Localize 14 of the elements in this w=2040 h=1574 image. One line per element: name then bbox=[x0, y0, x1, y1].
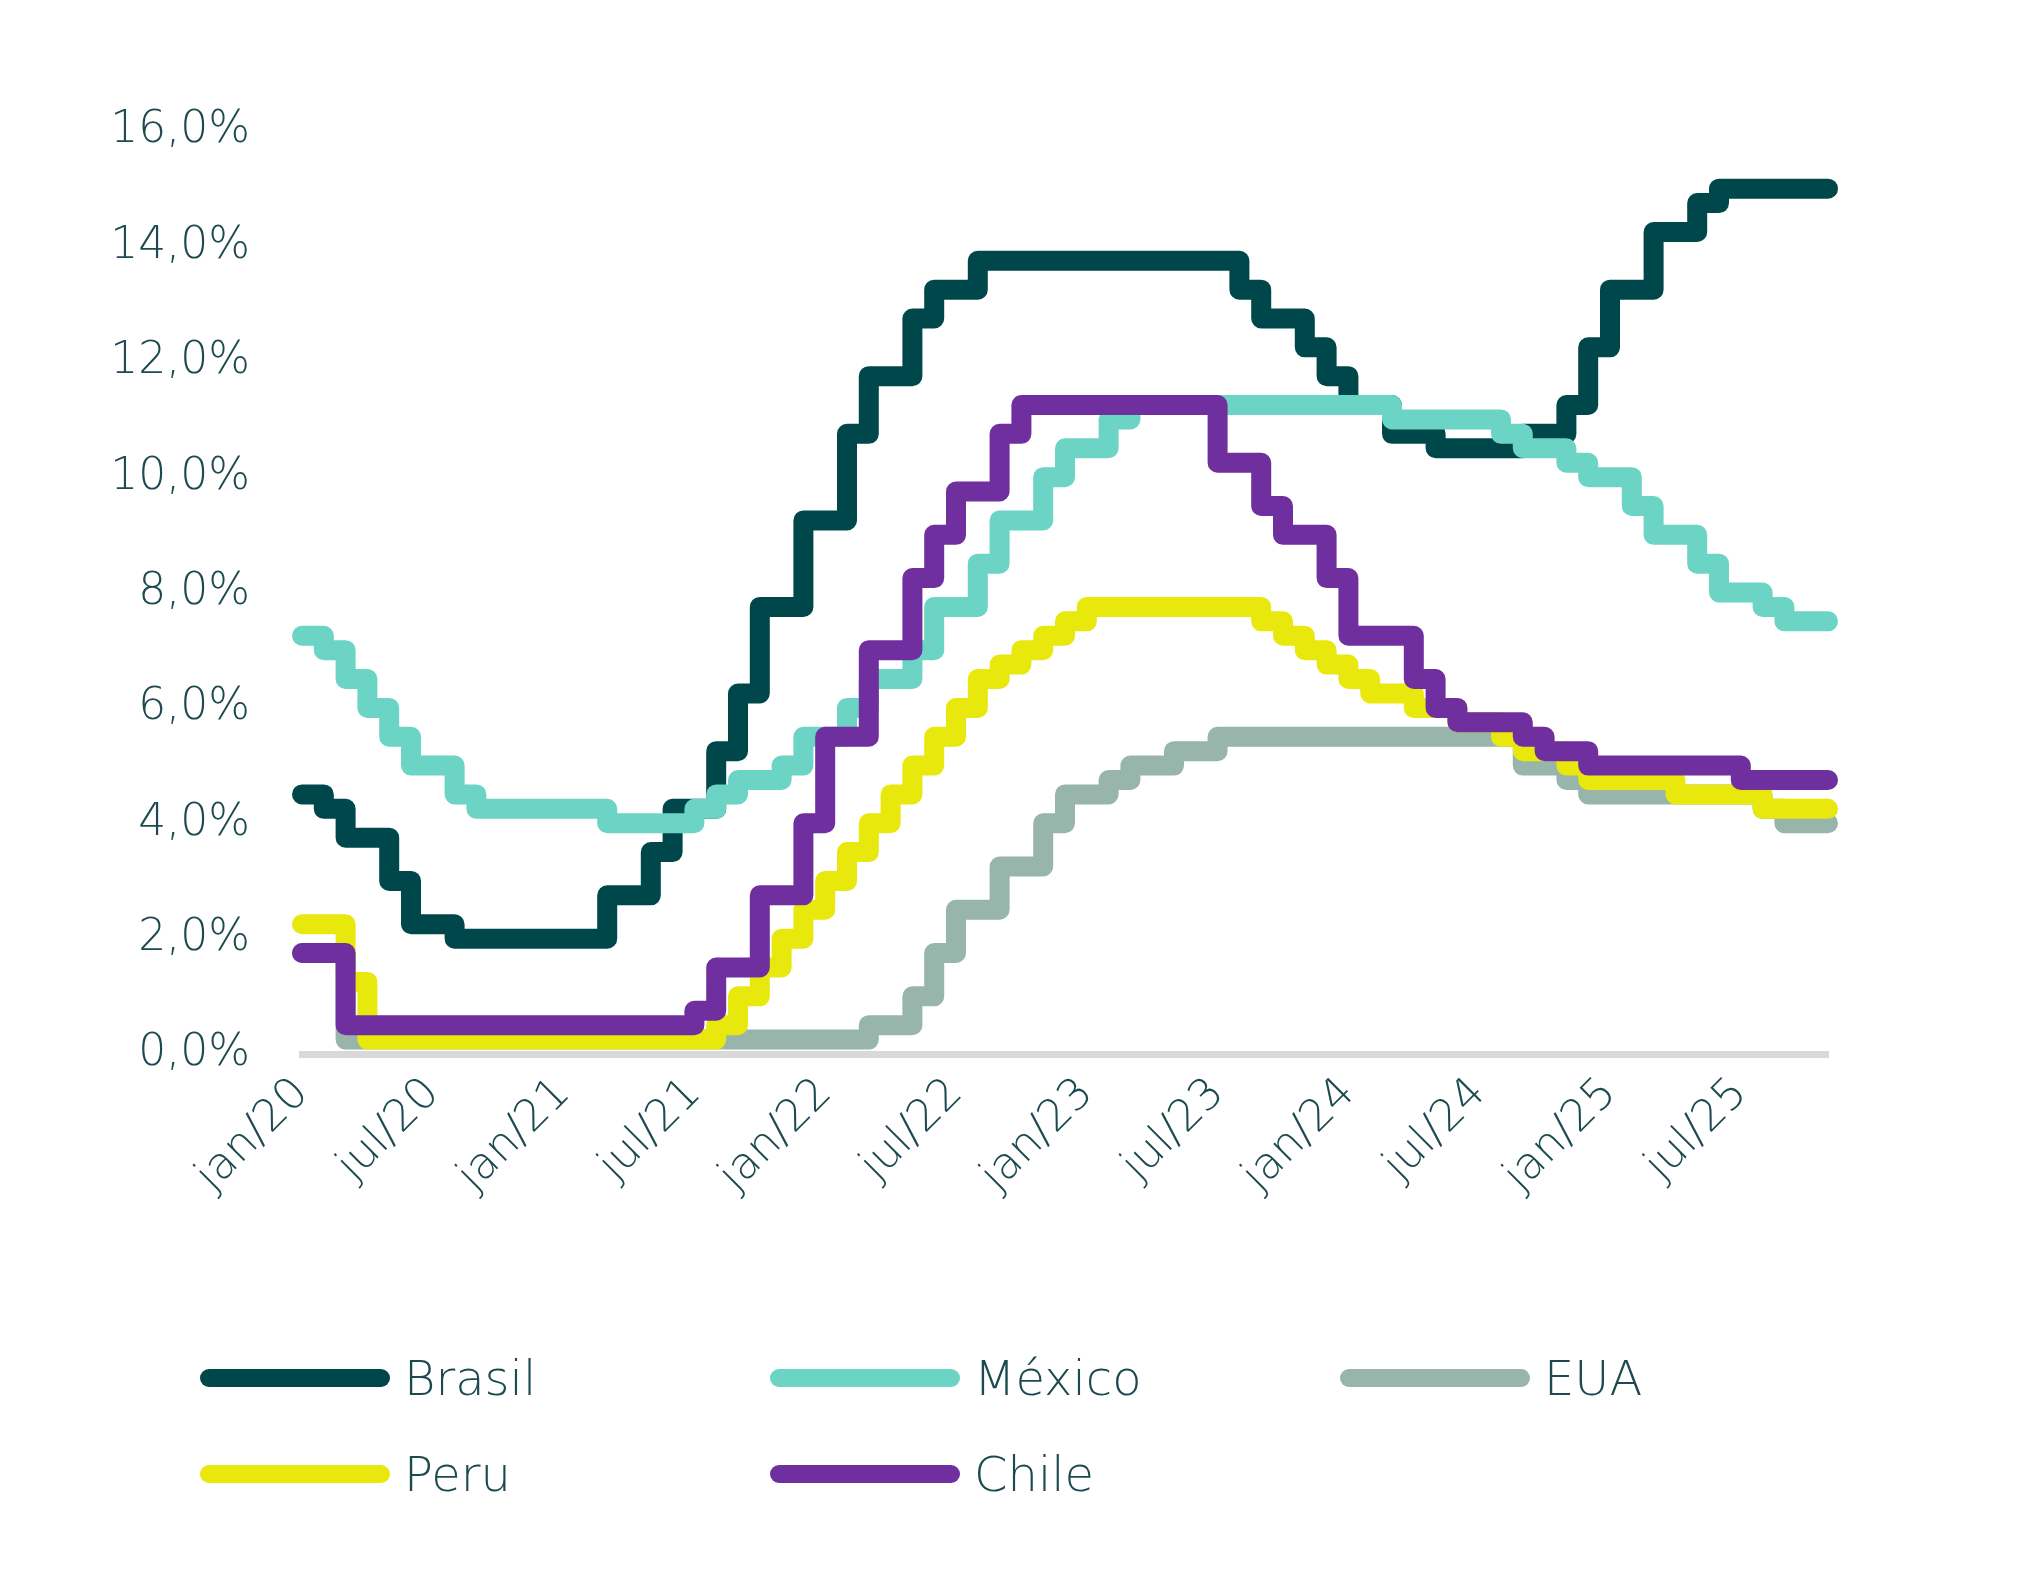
y-tick-label: 6,0% bbox=[138, 678, 250, 730]
legend-label: Peru bbox=[404, 1446, 511, 1502]
y-tick-label: 14,0% bbox=[110, 216, 250, 268]
y-tick-label: 2,0% bbox=[138, 909, 250, 961]
y-tick-label: 4,0% bbox=[138, 793, 250, 845]
legend-label: México bbox=[974, 1350, 1142, 1406]
legend-label: EUA bbox=[1544, 1350, 1643, 1406]
y-tick-label: 16,0% bbox=[110, 101, 250, 153]
legend-label: Chile bbox=[974, 1446, 1095, 1502]
y-tick-label: 10,0% bbox=[110, 447, 250, 499]
y-tick-label: 12,0% bbox=[110, 332, 250, 384]
y-tick-label: 8,0% bbox=[138, 562, 250, 614]
legend-label: Brasil bbox=[404, 1350, 537, 1406]
y-tick-label: 0,0% bbox=[138, 1024, 250, 1076]
